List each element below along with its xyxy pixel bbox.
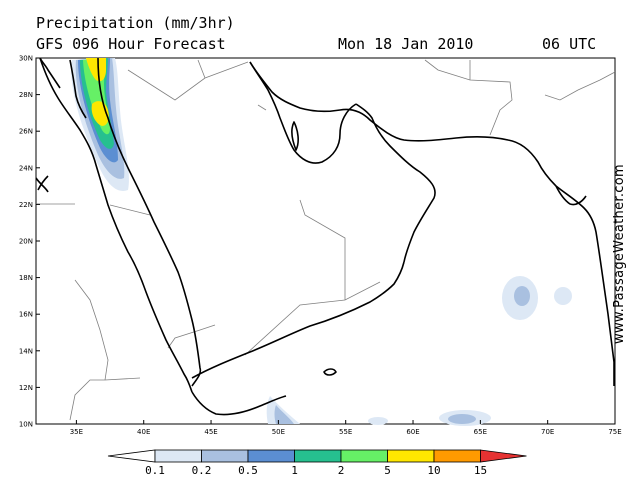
legend-label-0.2: 0.2 [192, 464, 212, 477]
lat-label-26N: 26N [19, 128, 33, 136]
legend-label-0.5: 0.5 [238, 464, 258, 477]
legend-label-15: 15 [474, 464, 487, 477]
lon-label-55E: 55E [339, 428, 352, 436]
watermark-text: www.PassageWeather.com [612, 164, 627, 344]
forecast-label: GFS 096 Hour Forecast [36, 35, 226, 53]
legend-swatch [294, 449, 342, 463]
lat-label-16N: 16N [19, 311, 33, 319]
legend-label-10: 10 [427, 464, 440, 477]
lon-label-35E: 35E [70, 428, 83, 436]
lat-label-30N: 30N [19, 55, 33, 63]
lon-label-75E: 75E [608, 428, 621, 436]
legend-swatch [340, 449, 388, 463]
lon-label-40E: 40E [137, 428, 150, 436]
lon-label-45E: 45E [204, 428, 217, 436]
map-axes: 30N 28N 26N 24N 22N 20N 18N 16N 14N 12N 10N 35E 40E 4… [19, 55, 622, 437]
map-title: Precipitation (mm/3hr) [36, 14, 235, 32]
legend-swatch [247, 449, 295, 463]
lat-label-12N: 12N [19, 384, 33, 392]
lon-label-50E: 50E [272, 428, 285, 436]
legend-label-5: 5 [384, 464, 391, 477]
lat-label-24N: 24N [19, 164, 33, 172]
legend-swatch [154, 449, 202, 463]
legend-label-0.1: 0.1 [145, 464, 165, 477]
lat-label-22N: 22N [19, 201, 33, 209]
lon-label-60E: 60E [406, 428, 419, 436]
lon-label-65E: 65E [474, 428, 487, 436]
watermark: www.PassageWeather.com [612, 164, 640, 374]
lat-label-20N: 20N [19, 238, 33, 246]
legend-swatch [201, 449, 249, 463]
country-borders [36, 59, 616, 421]
legend-label-2: 2 [338, 464, 345, 477]
forecast-time: 06 UTC [542, 35, 597, 53]
map-frame [35, 57, 616, 425]
precip-arabian-sea [266, 276, 572, 426]
legend-max-arrow [480, 449, 527, 463]
precip-legend: 0.1 0.2 0.5 1 2 5 10 15 [107, 449, 527, 477]
precip-red-sea [71, 58, 129, 191]
lon-label-70E: 70E [541, 428, 554, 436]
coastlines [35, 57, 615, 416]
lat-label-10N: 10N [19, 421, 33, 429]
lat-label-18N: 18N [19, 274, 33, 282]
lat-label-28N: 28N [19, 91, 33, 99]
forecast-date: Mon 18 Jan 2010 [338, 35, 474, 53]
legend-swatch [387, 449, 435, 463]
legend-label-1: 1 [291, 464, 298, 477]
lat-label-14N: 14N [19, 347, 33, 355]
legend-min-arrow [107, 449, 156, 463]
legend-swatch [433, 449, 481, 463]
